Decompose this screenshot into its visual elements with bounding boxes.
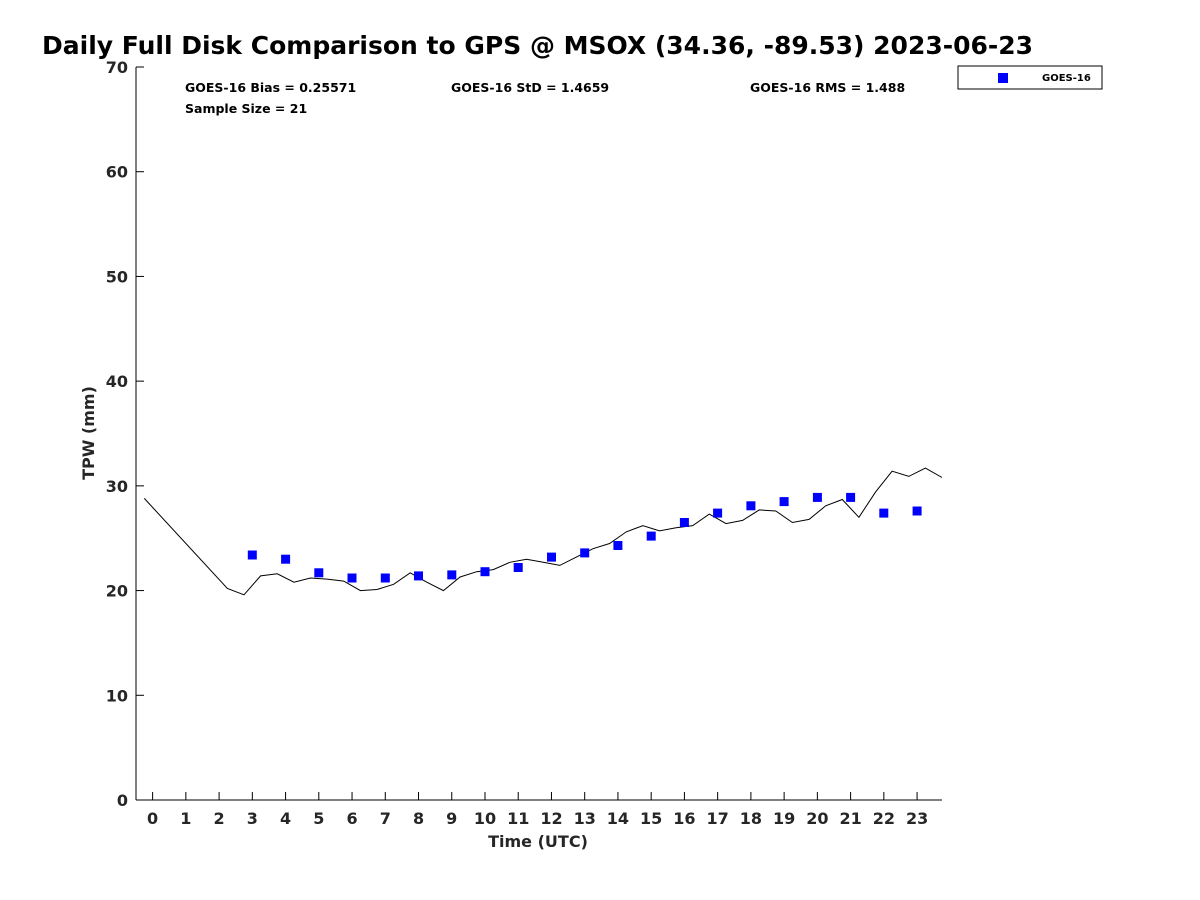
x-tick-label: 14	[607, 809, 629, 828]
sample-size-annotation: Sample Size = 21	[185, 101, 307, 116]
goes16-data-point	[779, 497, 789, 507]
x-tick-label: 5	[313, 809, 324, 828]
x-tick-label: 1	[180, 809, 191, 828]
x-tick-label: 12	[540, 809, 562, 828]
goes16-data-point	[879, 508, 889, 518]
x-tick-label: 10	[474, 809, 496, 828]
rms-annotation: GOES-16 RMS = 1.488	[750, 80, 905, 95]
y-tick-label: 70	[106, 58, 128, 77]
goes16-data-point	[679, 518, 689, 527]
x-tick-label: 2	[214, 809, 225, 828]
y-tick-label: 20	[106, 582, 128, 601]
x-tick-label: 23	[906, 809, 928, 828]
goes16-data-point	[513, 563, 523, 572]
legend: GOES-16	[957, 65, 1103, 90]
x-tick-label: 9	[446, 809, 457, 828]
x-tick-label: 17	[707, 809, 729, 828]
goes16-data-point	[713, 508, 723, 518]
x-tick-label: 11	[507, 809, 529, 828]
x-tick-label: 6	[346, 809, 357, 828]
y-tick-label: 10	[106, 686, 128, 705]
std-annotation: GOES-16 StD = 1.4659	[451, 80, 609, 95]
goes16-data-point	[912, 506, 922, 516]
x-tick-label: 21	[839, 809, 861, 828]
gps-line-series	[143, 467, 943, 596]
goes16-data-point	[281, 554, 291, 564]
legend-label: GOES-16	[1042, 73, 1091, 84]
y-tick-label: 30	[106, 477, 128, 496]
goes16-data-point	[314, 568, 324, 578]
y-tick-label: 0	[117, 791, 128, 810]
goes16-data-point	[414, 571, 423, 581]
y-axis-label: TPW (mm)	[79, 386, 98, 480]
stats-annotations: GOES-16 Bias = 0.25571 GOES-16 StD = 1.4…	[185, 80, 905, 116]
goes16-data-point	[447, 570, 457, 580]
y-tick-label: 40	[106, 372, 128, 391]
goes16-data-point	[347, 573, 357, 583]
x-tick-label: 13	[574, 809, 596, 828]
chart-title: Daily Full Disk Comparison to GPS @ MSOX…	[42, 31, 1033, 60]
x-tick-label: 7	[380, 809, 391, 828]
goes16-data-point	[247, 550, 257, 560]
x-tick-label: 20	[806, 809, 828, 828]
x-ticks: 0 1 2 3 4 5 6 7 8 9 10 11 12 13 14 15 16 17 18 19 20 21 22 23	[147, 792, 928, 828]
goes16-data-point	[746, 501, 756, 511]
y-ticks: 0 10 20 30 40 50 60 70	[106, 58, 144, 810]
x-tick-label: 18	[740, 809, 762, 828]
goes16-data-point	[547, 552, 556, 562]
x-tick-label: 19	[773, 809, 795, 828]
axes	[135, 67, 942, 801]
goes16-data-point	[646, 531, 656, 541]
goes16-data-point	[846, 492, 856, 502]
x-tick-label: 15	[640, 809, 662, 828]
plot-area	[136, 67, 942, 800]
y-tick-label: 60	[106, 163, 128, 182]
goes16-data-point	[580, 548, 590, 558]
x-axis-label: Time (UTC)	[488, 832, 588, 851]
goes16-scatter-series	[247, 492, 922, 583]
x-tick-label: 4	[280, 809, 291, 828]
goes16-data-point	[380, 573, 390, 583]
x-tick-label: 16	[673, 809, 695, 828]
goes16-data-point	[480, 567, 490, 577]
gps-tpw-line	[143, 467, 943, 596]
goes16-data-point	[613, 541, 623, 550]
x-tick-label: 0	[147, 809, 158, 828]
legend-box	[957, 65, 1103, 90]
bias-annotation: GOES-16 Bias = 0.25571	[185, 80, 356, 95]
x-tick-label: 3	[247, 809, 258, 828]
legend-marker-square-icon	[998, 73, 1008, 83]
y-tick-label: 50	[106, 267, 128, 286]
goes16-data-point	[812, 492, 822, 502]
x-tick-label: 22	[873, 809, 895, 828]
x-tick-label: 8	[413, 809, 424, 828]
